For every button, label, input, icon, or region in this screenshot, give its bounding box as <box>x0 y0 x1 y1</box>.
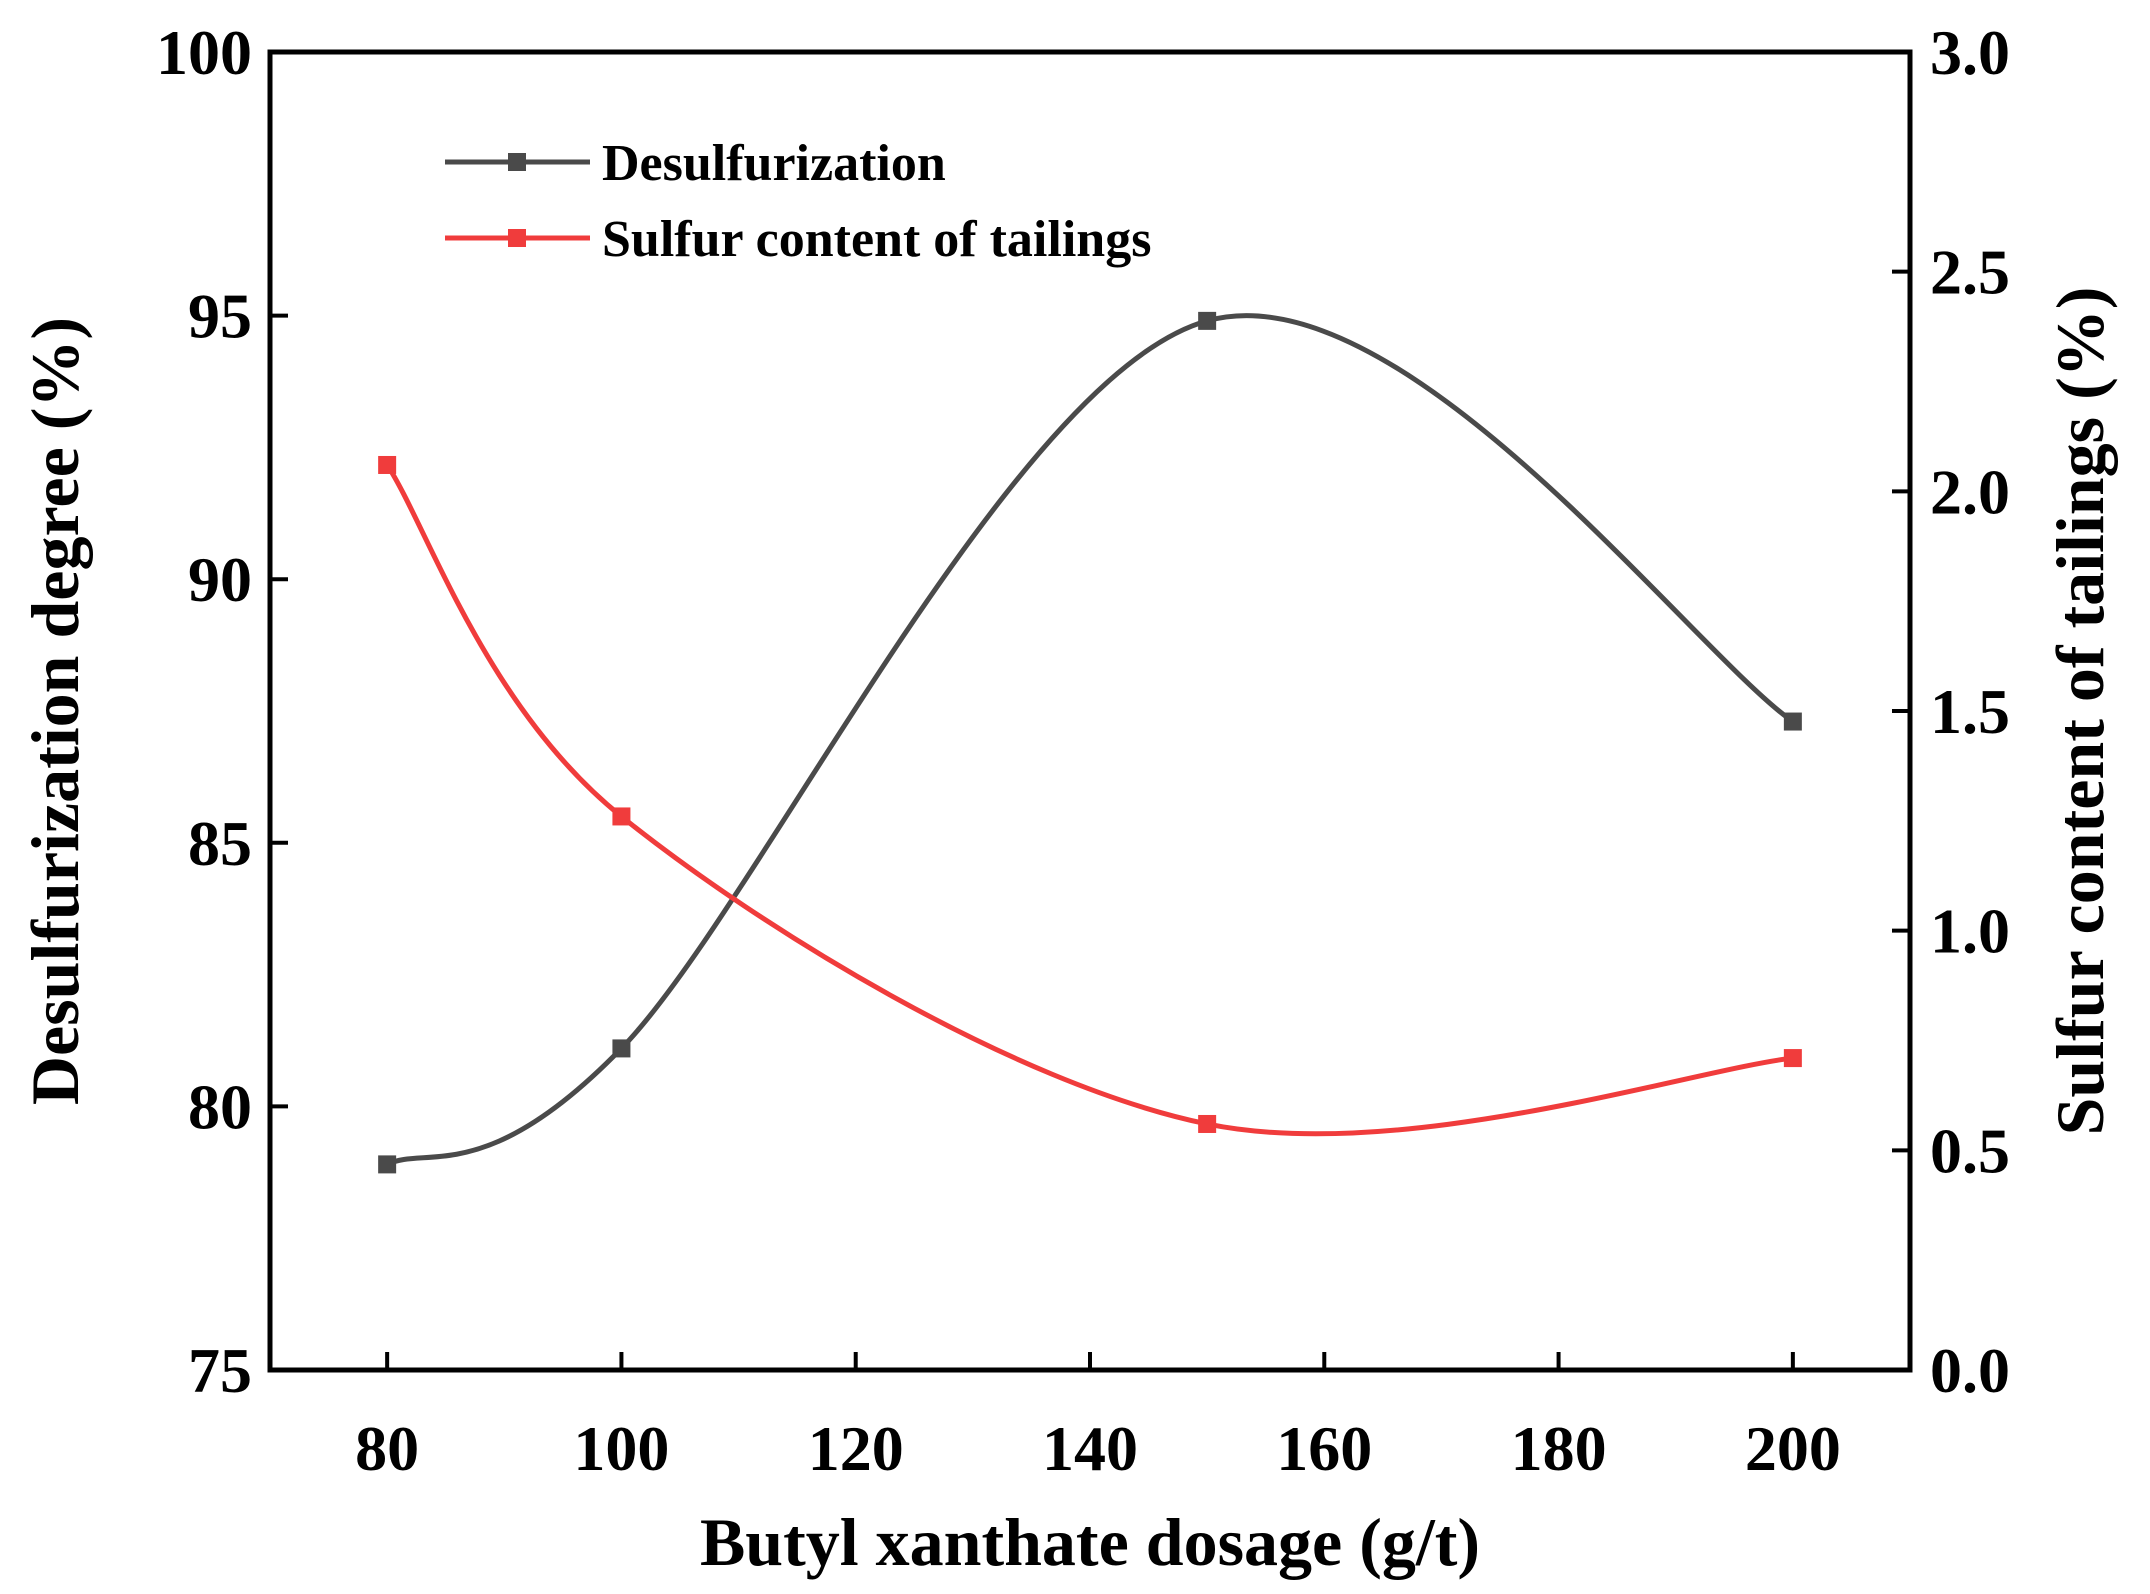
right-y-axis-title: Sulfur content of tailings (%) <box>2042 287 2118 1136</box>
y2-tick-label: 0.0 <box>1930 1335 2010 1406</box>
y-tick-label: 75 <box>188 1335 252 1406</box>
y-tick-label: 100 <box>156 17 252 88</box>
series-layer <box>378 311 1802 1174</box>
y-tick-label: 85 <box>188 808 252 879</box>
y2-tick-label: 1.0 <box>1930 896 2010 967</box>
x-tick-label: 200 <box>1745 1413 1841 1484</box>
data-point-desulfurization <box>612 1039 631 1058</box>
left-y-axis-title: Desulfurization degree (%) <box>17 317 93 1105</box>
x-tick-label: 180 <box>1511 1413 1607 1484</box>
y2-tick-label: 2.5 <box>1930 237 2010 308</box>
y-tick-label: 95 <box>188 281 252 352</box>
x-tick-label: 80 <box>355 1413 419 1484</box>
right-y-axis-ticks: 0.0 0.5 1.0 1.5 2.0 2.5 3.0 <box>1892 17 2010 1406</box>
x-tick-label: 140 <box>1042 1413 1138 1484</box>
x-tick-label: 120 <box>808 1413 904 1484</box>
legend-marker-sulfur-content <box>508 229 526 247</box>
series-line-desulfurization <box>386 313 1795 1167</box>
left-y-axis-ticks: 75 80 85 90 95 100 <box>156 17 288 1406</box>
data-point-desulfurization <box>1198 311 1217 330</box>
y2-tick-label: 0.5 <box>1930 1115 2010 1186</box>
legend: Desulfurization Sulfur content of tailin… <box>445 135 1151 268</box>
x-tick-label: 100 <box>573 1413 669 1484</box>
legend-marker-desulfurization <box>508 153 526 171</box>
y2-tick-label: 3.0 <box>1930 17 2010 88</box>
y-tick-label: 90 <box>188 544 252 615</box>
y-tick-label: 80 <box>188 1071 252 1142</box>
legend-label-desulfurization: Desulfurization <box>602 135 946 192</box>
data-point-sulfur-content-of-tailings <box>378 455 397 474</box>
data-point-sulfur-content-of-tailings <box>1783 1049 1802 1068</box>
series-line-sulfur-content-of-tailings <box>385 463 1794 1137</box>
data-point-sulfur-content-of-tailings <box>612 807 631 826</box>
x-axis-title: Butyl xanthate dosage (g/t) <box>700 1504 1480 1580</box>
x-axis-ticks: 80 100 120 140 160 180 200 <box>355 1352 1841 1484</box>
y2-tick-label: 2.0 <box>1930 456 2010 527</box>
data-point-sulfur-content-of-tailings <box>1198 1114 1217 1133</box>
data-point-desulfurization <box>378 1155 397 1174</box>
x-tick-label: 160 <box>1276 1413 1372 1484</box>
data-point-desulfurization <box>1783 712 1802 731</box>
legend-label-sulfur-content: Sulfur content of tailings <box>602 211 1151 268</box>
y2-tick-label: 1.5 <box>1930 676 2010 747</box>
